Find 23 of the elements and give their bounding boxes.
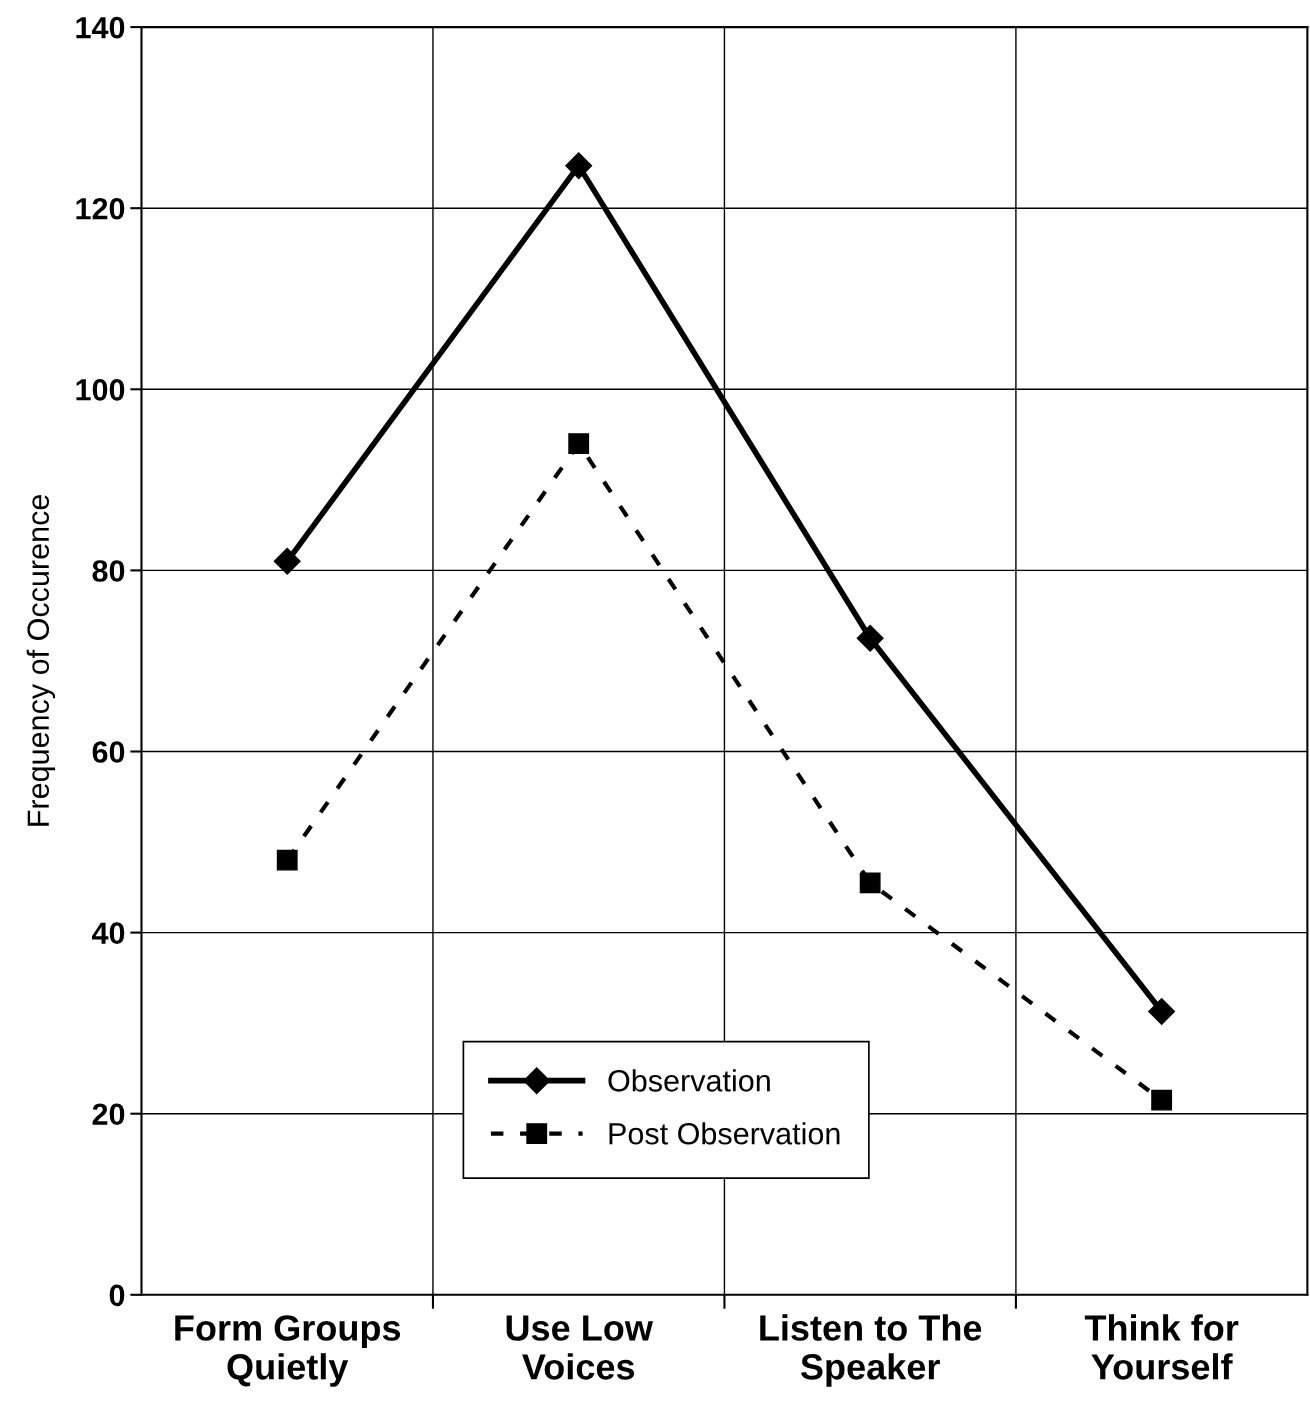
y-tick-label: 80 (92, 560, 125, 582)
point (856, 624, 884, 652)
point (565, 152, 593, 180)
legend-label: Observation (608, 1069, 770, 1092)
x-tick-label: Use Low Voices (506, 1315, 654, 1380)
y-tick-label: 40 (91, 922, 125, 944)
legend-label: Post Observation (609, 1122, 840, 1145)
x-tick-label: Think for Yourself (1084, 1314, 1239, 1380)
x-tick-label: Listen to The Speaker (760, 1314, 982, 1387)
point (276, 849, 298, 871)
y-tick-label: 0 (109, 1284, 125, 1307)
point (859, 872, 881, 894)
point (1148, 997, 1176, 1025)
point (273, 547, 301, 575)
y-tick-label: 100 (76, 379, 125, 401)
y-tick-label: 120 (76, 197, 125, 220)
x-tick-label: Form Groups Quietly (175, 1315, 401, 1387)
y-tick-label: 60 (92, 741, 125, 763)
y-axis-title: Frequency of Occurence (26, 495, 56, 826)
point (568, 433, 590, 455)
y-tick-label: 140 (76, 16, 125, 39)
point (1151, 1089, 1173, 1111)
y-tick-label: 20 (92, 1103, 125, 1126)
